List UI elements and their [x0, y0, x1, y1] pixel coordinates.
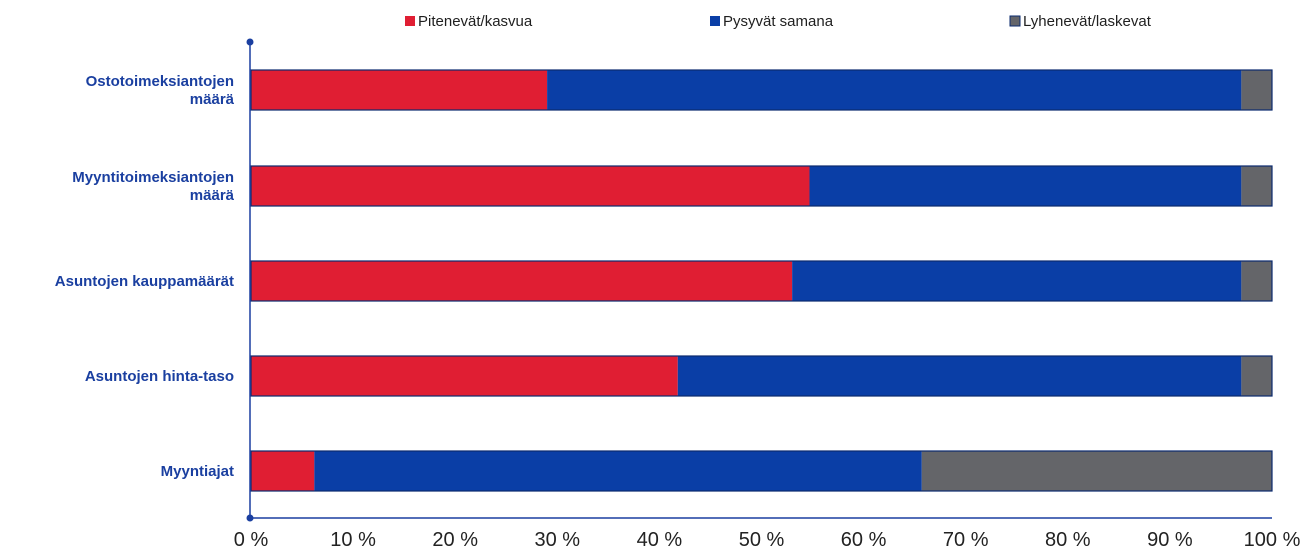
bar-outline: [250, 165, 1273, 207]
bar-group-asuntojen-kauppamaarat: [250, 260, 1273, 302]
bars: [250, 69, 1273, 492]
legend-swatch-lyhenevat-laskevat: [1009, 15, 1021, 27]
bar-segment-pysyvat-samana: [792, 261, 1242, 301]
legend-item-pysyvat-samana: Pysyvät samana: [710, 13, 834, 30]
bar-group-myyntiajat: [250, 450, 1273, 492]
x-tick-label: 100 %: [1244, 529, 1301, 551]
category-label: Asuntojen kauppamäärät: [55, 273, 234, 290]
bar-segment-lyhenevat-laskevat: [1241, 70, 1272, 110]
x-tick-label: 60 %: [841, 529, 887, 551]
bar-segment-pitenevat-kasvua: [251, 451, 315, 491]
category-label-line: Asuntojen hinta-taso: [85, 368, 234, 385]
bar-outline: [250, 355, 1273, 397]
category-labels: Ostotoimeksiantojen määräMyyntitoimeksian…: [55, 73, 235, 480]
bar-segment-pysyvat-samana: [809, 166, 1242, 206]
bar-segment-pitenevat-kasvua: [251, 70, 548, 110]
category-label-line: Asuntojen kauppamäärät: [55, 273, 234, 290]
x-tick-label: 40 %: [637, 529, 683, 551]
legend-label-pitenevat-kasvua: Pitenevät/kasvua: [418, 13, 533, 30]
category-label: Myyntiajat: [161, 463, 234, 480]
x-tick-label: 10 %: [330, 529, 376, 551]
bar-segment-pysyvat-samana: [677, 356, 1242, 396]
axes: [246, 38, 1272, 522]
x-tick-label: 80 %: [1045, 529, 1091, 551]
x-tick-label: 20 %: [432, 529, 478, 551]
bar-group-asuntojen-hinta-taso: [250, 355, 1273, 397]
category-label-line: määrä: [190, 187, 235, 204]
legend-item-lyhenevat-laskevat: Lyhenevät/laskevat: [1009, 13, 1152, 30]
category-label-line: Myyntitoimeksiantojen: [72, 169, 234, 186]
x-tick-label: 30 %: [535, 529, 581, 551]
category-label: Ostotoimeksiantojen määrä: [86, 73, 235, 108]
x-tick-label: 0 %: [234, 529, 269, 551]
axis-origin-dot: [246, 514, 254, 522]
x-tick-label: 70 %: [943, 529, 989, 551]
category-label: Asuntojen hinta-taso: [85, 368, 234, 385]
x-tick-labels: 0 % 10 % 20 % 30 % 40 % 50 % 60 % 70 % 80 % 90 % 1…: [234, 529, 1301, 551]
x-tick-label: 50 %: [739, 529, 785, 551]
legend-item-pitenevat-kasvua: Pitenevät/kasvua: [405, 13, 533, 30]
bar-segment-lyhenevat-laskevat: [1241, 166, 1272, 206]
bar-group-myyntitoimeksiantojen-maara: [250, 165, 1273, 207]
category-label-line: määrä: [190, 91, 235, 108]
category-label-line: Ostotoimeksiantojen: [86, 73, 234, 90]
legend: Pitenevät/kasvua Pysyvät samana Lyhenevät/…: [405, 13, 1152, 30]
x-tick-label: 90 %: [1147, 529, 1193, 551]
legend-label-pysyvat-samana: Pysyvät samana: [723, 13, 834, 30]
bar-segment-pitenevat-kasvua: [251, 166, 810, 206]
bar-segment-pitenevat-kasvua: [251, 356, 678, 396]
legend-swatch-pysyvat-samana: [710, 16, 720, 26]
category-label: Myyntitoimeksiantojen määrä: [72, 169, 234, 204]
bar-segment-lyhenevat-laskevat: [1241, 261, 1272, 301]
bar-segment-pitenevat-kasvua: [251, 261, 793, 301]
bar-segment-pysyvat-samana: [547, 70, 1242, 110]
axis-end-dot: [246, 38, 254, 46]
legend-swatch-pitenevat-kasvua: [405, 16, 415, 26]
bar-outline: [250, 450, 1273, 492]
bar-outline: [250, 69, 1273, 111]
legend-label-lyhenevat-laskevat: Lyhenevät/laskevat: [1023, 13, 1152, 30]
bar-outline: [250, 260, 1273, 302]
bar-group-ostotoimeksiantojen-maara: [250, 69, 1273, 111]
category-label-line: Myyntiajat: [161, 463, 234, 480]
bar-segment-lyhenevat-laskevat: [921, 451, 1272, 491]
bar-segment-pysyvat-samana: [314, 451, 922, 491]
bar-segment-lyhenevat-laskevat: [1241, 356, 1272, 396]
